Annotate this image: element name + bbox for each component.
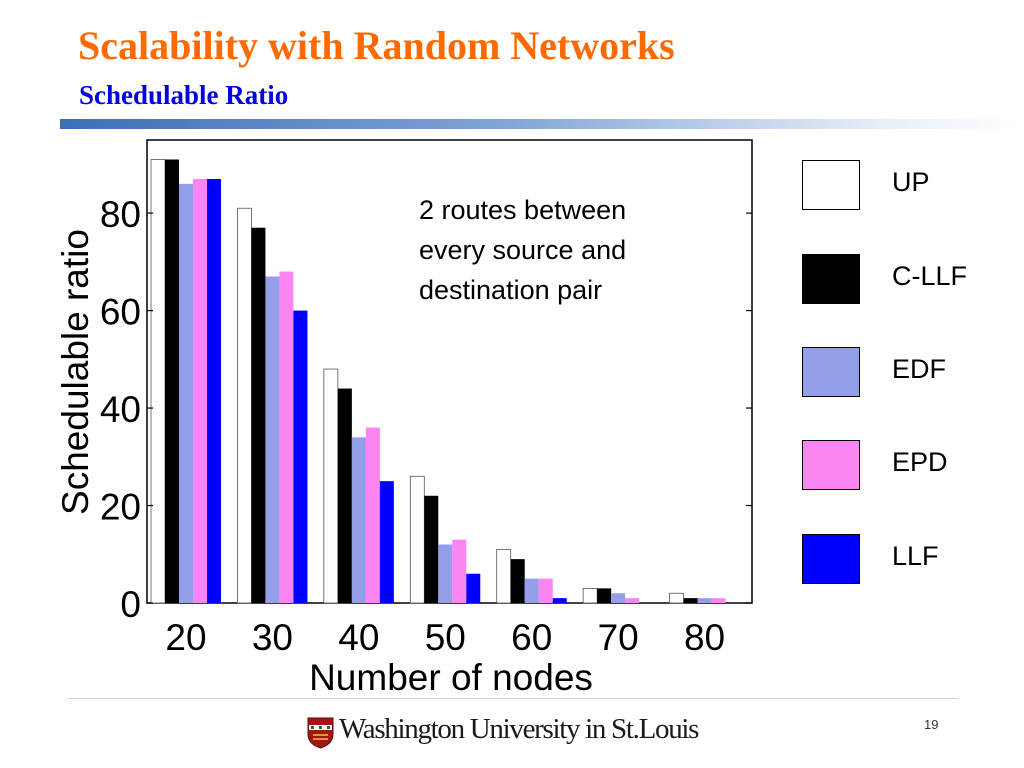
bar-up-30 xyxy=(237,207,252,604)
bar-c-llf-60 xyxy=(510,559,525,603)
legend-label-llf: LLF xyxy=(892,541,939,571)
bar-c-llf-20 xyxy=(165,159,179,603)
slide-subtitle: Schedulable Ratio xyxy=(79,80,289,110)
bar-epd-70 xyxy=(625,598,640,603)
title-divider xyxy=(60,119,1024,129)
legend-swatch-c-llf xyxy=(802,254,860,304)
bar-epd-50 xyxy=(452,539,467,603)
bar-edf-60 xyxy=(524,578,539,603)
legend-label-up: UP xyxy=(892,167,930,197)
legend-swatch-up xyxy=(802,160,860,210)
bar-llf-30 xyxy=(293,310,308,603)
y-axis-title: Schedulable ratio xyxy=(55,229,96,515)
x-tick-label: 60 xyxy=(511,617,552,658)
bar-llf-40 xyxy=(379,481,394,603)
bars-group xyxy=(150,159,726,604)
y-tick-label: 40 xyxy=(100,389,141,430)
bar-llf-50 xyxy=(466,573,481,603)
bar-c-llf-80 xyxy=(683,598,698,603)
y-tick-label: 0 xyxy=(120,584,141,625)
bar-c-llf-40 xyxy=(337,388,352,603)
university-crest-icon xyxy=(307,717,334,749)
bar-up-70 xyxy=(582,587,598,604)
bar-llf-60 xyxy=(552,598,567,603)
legend-swatch-epd xyxy=(802,440,860,490)
x-tick-label: 40 xyxy=(338,617,379,658)
bar-c-llf-50 xyxy=(424,495,439,603)
bar-c-llf-70 xyxy=(597,588,612,603)
legend-swatch-llf xyxy=(802,534,860,584)
legend-swatch-edf xyxy=(802,347,860,397)
y-tick-label: 80 xyxy=(100,194,141,235)
legend-label-edf: EDF xyxy=(892,354,946,384)
footer-divider xyxy=(68,698,958,699)
bar-up-80 xyxy=(669,592,684,604)
bar-epd-80 xyxy=(711,598,726,603)
bar-epd-30 xyxy=(279,271,294,603)
x-axis-title: Number of nodes xyxy=(309,657,593,698)
university-logo-text: Washington University in St.Louis xyxy=(339,713,699,745)
bar-up-60 xyxy=(496,548,512,604)
bar-epd-40 xyxy=(365,427,380,603)
bar-edf-50 xyxy=(438,544,453,603)
legend-label-epd: EPD xyxy=(892,447,948,477)
bar-edf-30 xyxy=(265,276,280,603)
x-tick-label: 20 xyxy=(165,617,206,658)
x-tick-label: 50 xyxy=(425,617,466,658)
bar-up-40 xyxy=(323,368,339,604)
x-tick-label: 70 xyxy=(598,617,639,658)
chart-annotation: 2 routes between every source and destin… xyxy=(419,195,627,305)
bar-llf-20 xyxy=(207,178,221,603)
legend-label-c-llf: C-LLF xyxy=(892,261,968,291)
bar-c-llf-30 xyxy=(251,227,266,603)
bar-up-50 xyxy=(409,475,425,604)
slide-title: Scalability with Random Networks xyxy=(78,23,675,68)
bar-epd-20 xyxy=(193,178,207,603)
bar-edf-40 xyxy=(351,437,366,603)
y-tick-label: 60 xyxy=(100,292,141,333)
bar-edf-70 xyxy=(611,593,626,603)
axes-group: 20 30 40 50 60 70 80 0 20 40 60 80 xyxy=(100,194,752,658)
x-tick-label: 80 xyxy=(684,617,725,658)
page-number: 19 xyxy=(924,717,939,732)
bar-epd-60 xyxy=(538,578,553,603)
y-tick-label: 20 xyxy=(100,487,141,528)
bar-up-20 xyxy=(150,159,166,604)
bar-edf-20 xyxy=(179,183,193,603)
bar-edf-80 xyxy=(697,598,712,603)
x-tick-label: 30 xyxy=(252,617,293,658)
